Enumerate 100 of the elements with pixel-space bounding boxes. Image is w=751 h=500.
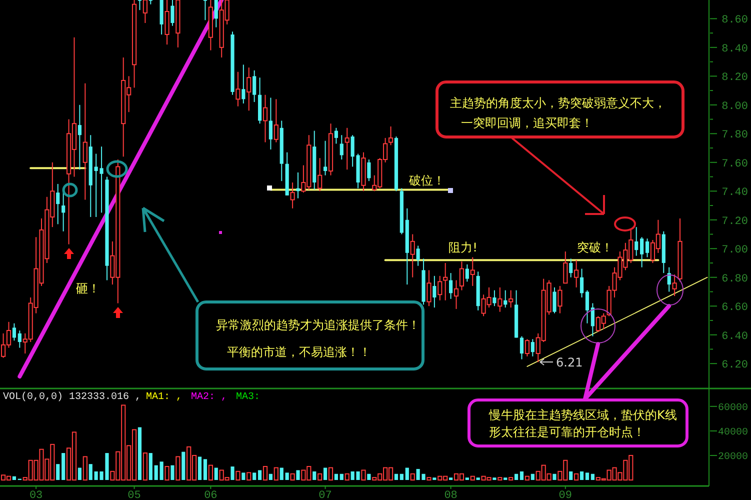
candlestick [672,274,677,297]
candlestick [416,245,420,266]
annotation: MA1: , [146,392,182,403]
annotation: 砸！ [76,282,100,296]
bar [285,472,289,480]
candlestick [590,302,594,337]
y-tick-label: 8.00 [722,100,748,113]
bar [142,452,148,480]
candlestick [449,272,453,300]
annotation: 慢牛股在主趋势线区域，蛰伏的K线 [488,408,677,422]
bar [514,474,518,480]
bar [323,468,328,480]
bar [138,427,142,480]
bar [203,459,208,480]
y-tick-label: 8.40 [722,43,748,56]
bar [274,467,278,480]
candlestick [318,158,322,192]
candlestick [138,0,142,11]
bar [252,472,256,480]
candlestick [268,97,273,150]
bar [569,471,573,480]
y-tick-label: 7.20 [722,216,748,228]
bar [394,474,398,480]
bar [164,466,170,480]
bar [176,456,180,480]
bar [426,477,432,480]
y-tick-label: 8.20 [722,72,748,84]
x-tick-label: 08 [444,490,458,500]
candlestick [552,286,556,314]
candlestick [214,0,218,28]
bar [208,464,213,480]
bar [154,465,158,480]
candlestick [290,182,295,209]
y-tick-label: 7.00 [722,244,748,257]
candlestick [520,336,524,360]
bar [242,472,246,480]
bar [470,476,475,480]
candlestick [252,70,256,103]
x-tick-label: 07 [318,490,332,500]
candlestick [432,275,436,308]
bar [280,468,284,480]
candlestick [246,67,252,112]
y-tick-label: 20000 [718,452,748,464]
bar [78,468,82,480]
bar [230,466,234,480]
bar [160,462,164,480]
candlestick [242,64,246,104]
candlestick [344,127,350,170]
y-tick-label: 60000 [718,403,748,414]
candlestick [640,236,644,268]
y-tick-label: 6.60 [722,302,748,314]
bar [170,465,174,480]
y-tick-label: 7.60 [722,158,748,170]
candlestick [459,261,464,291]
annotation: MA3: [236,392,260,403]
candlestick [340,134,344,160]
candlestick [585,290,590,324]
y-tick-label: 7.80 [722,130,748,142]
candlestick [388,126,394,146]
annotation: 异常激烈的趋势才为追涨提供了条件！ [216,318,420,332]
bar [56,464,60,480]
candlestick [569,258,573,278]
y-tick-label: 40000 [718,428,748,439]
candlestick [142,0,148,24]
candlestick [274,98,278,143]
candlestick [465,264,469,282]
bar [82,456,88,480]
annotation: 一突即回调，追买即套！ [461,116,593,130]
candlestick [170,0,174,26]
bar [236,470,240,480]
bar [182,452,186,480]
bar [361,470,366,480]
annotation: 突破！ [577,240,613,254]
annotation: MA2: , [191,392,228,403]
bar [585,472,590,480]
annotation: 破位！ [408,174,445,188]
y-tick-label: 6.20 [722,360,748,372]
bar [400,474,404,480]
candlestick [56,183,60,225]
bar [296,470,300,480]
candlestick [634,226,638,256]
annotation: 主趋势的角度太小，势突破弱意义不大， [450,96,666,110]
candlestick [508,290,514,308]
bar [246,472,252,480]
candlestick [470,256,475,286]
y-tick-label: 7.40 [722,187,748,200]
candlestick [645,238,650,258]
candlestick [530,338,534,357]
y-tick-label: 6.40 [722,330,748,343]
candlestick [12,322,16,342]
bar [214,468,218,480]
candlestick [454,280,459,310]
candlestick [438,275,442,301]
annotation: 平衡的市道，不易追涨！！ [227,345,371,359]
bar [334,474,338,480]
candlestick [410,234,415,278]
bar [508,477,514,480]
bar [530,474,534,480]
bar [62,453,66,480]
bar [290,473,295,480]
